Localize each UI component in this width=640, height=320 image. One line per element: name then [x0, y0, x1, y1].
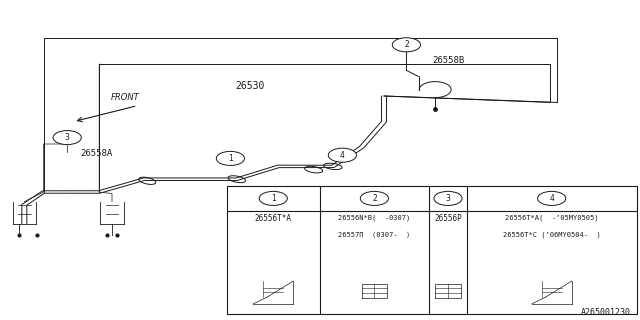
- Text: 4: 4: [549, 194, 554, 203]
- Text: 1: 1: [271, 194, 276, 203]
- Circle shape: [216, 151, 244, 165]
- Text: 4: 4: [340, 151, 345, 160]
- Text: 26556N*B(  -0307): 26556N*B( -0307): [339, 214, 410, 221]
- Text: 3: 3: [445, 194, 451, 203]
- Text: 3: 3: [65, 133, 70, 142]
- Circle shape: [53, 131, 81, 145]
- Text: 26558B: 26558B: [432, 56, 464, 65]
- Text: 26556T*C (’06MY0504-  ): 26556T*C (’06MY0504- ): [503, 232, 600, 238]
- Text: 26557Π  ⟨0307-  ⟩: 26557Π ⟨0307- ⟩: [339, 232, 410, 238]
- Text: 26556T*A: 26556T*A: [255, 214, 292, 223]
- Text: 2: 2: [404, 40, 409, 49]
- Text: 26530: 26530: [235, 81, 264, 92]
- Text: 26558A: 26558A: [80, 149, 112, 158]
- Circle shape: [259, 191, 287, 205]
- Text: 26556P: 26556P: [434, 214, 462, 223]
- Circle shape: [360, 191, 388, 205]
- Text: 1: 1: [228, 154, 233, 163]
- Bar: [227, 186, 637, 314]
- Text: FRONT: FRONT: [111, 93, 139, 102]
- Text: 26556T*A(  -’05MY0505): 26556T*A( -’05MY0505): [505, 214, 598, 221]
- Text: 2: 2: [372, 194, 377, 203]
- Circle shape: [538, 191, 566, 205]
- Circle shape: [392, 38, 420, 52]
- Circle shape: [434, 191, 462, 205]
- Text: A265001230: A265001230: [580, 308, 630, 317]
- Circle shape: [328, 148, 356, 162]
